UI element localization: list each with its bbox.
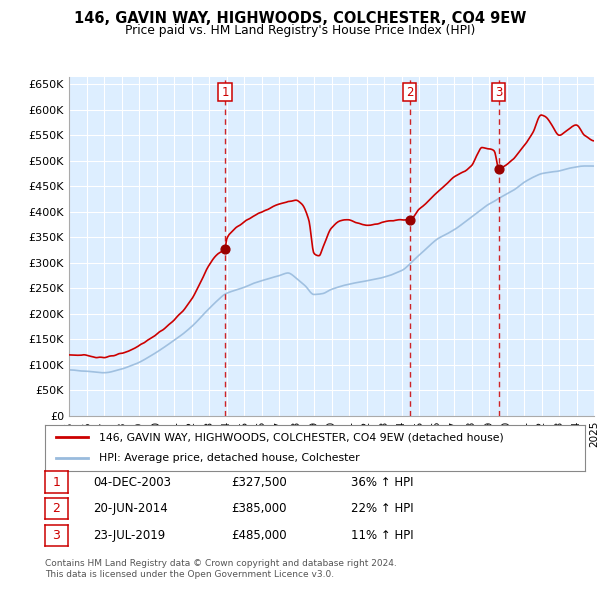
Text: 1: 1 <box>52 476 61 489</box>
Text: Contains HM Land Registry data © Crown copyright and database right 2024.
This d: Contains HM Land Registry data © Crown c… <box>45 559 397 579</box>
Text: 2: 2 <box>52 502 61 515</box>
Text: 36% ↑ HPI: 36% ↑ HPI <box>351 476 413 489</box>
Text: £327,500: £327,500 <box>231 476 287 489</box>
Text: 22% ↑ HPI: 22% ↑ HPI <box>351 502 413 515</box>
Point <box>220 244 230 254</box>
Text: 1: 1 <box>221 86 229 99</box>
Point <box>405 215 415 224</box>
Text: 2: 2 <box>406 86 413 99</box>
Text: 23-JUL-2019: 23-JUL-2019 <box>93 529 165 542</box>
Text: 11% ↑ HPI: 11% ↑ HPI <box>351 529 413 542</box>
Text: 20-JUN-2014: 20-JUN-2014 <box>93 502 168 515</box>
Text: 3: 3 <box>52 529 61 542</box>
Point <box>494 164 503 173</box>
Text: 146, GAVIN WAY, HIGHWOODS, COLCHESTER, CO4 9EW: 146, GAVIN WAY, HIGHWOODS, COLCHESTER, C… <box>74 11 526 25</box>
Text: £385,000: £385,000 <box>231 502 287 515</box>
Text: 04-DEC-2003: 04-DEC-2003 <box>93 476 171 489</box>
Text: Price paid vs. HM Land Registry's House Price Index (HPI): Price paid vs. HM Land Registry's House … <box>125 24 475 37</box>
Text: 146, GAVIN WAY, HIGHWOODS, COLCHESTER, CO4 9EW (detached house): 146, GAVIN WAY, HIGHWOODS, COLCHESTER, C… <box>99 432 504 442</box>
Text: 3: 3 <box>495 86 502 99</box>
Text: £485,000: £485,000 <box>231 529 287 542</box>
Text: HPI: Average price, detached house, Colchester: HPI: Average price, detached house, Colc… <box>99 453 359 463</box>
